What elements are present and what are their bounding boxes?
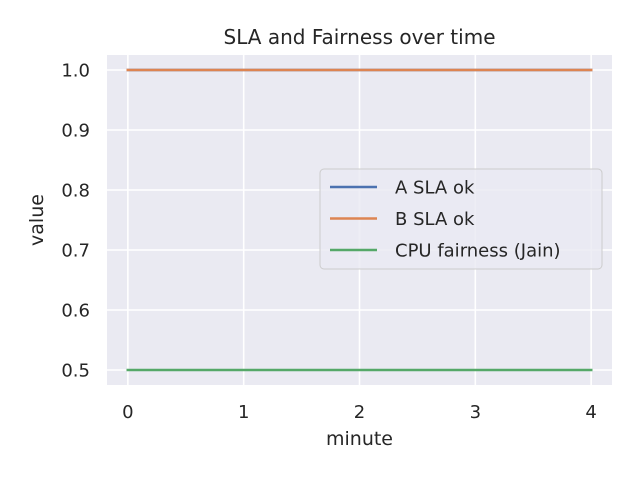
y-tick-label: 0.7: [61, 241, 90, 262]
x-tick-label: 4: [585, 402, 596, 423]
x-axis-label: minute: [326, 428, 393, 450]
x-tick-label: 1: [238, 402, 249, 423]
y-axis-label: value: [26, 194, 48, 246]
chart-title: SLA and Fairness over time: [224, 25, 496, 49]
x-tick-label: 0: [122, 402, 133, 423]
x-tick-label: 3: [470, 402, 481, 423]
legend-label-2: B SLA ok: [395, 209, 475, 230]
series-lines: [126, 68, 593, 372]
y-tick-label: 0.6: [61, 301, 90, 322]
legend-label-1: A SLA ok: [395, 178, 475, 199]
y-ticks: 0.5 0.6 0.7 0.8 0.9 1.0: [61, 61, 90, 382]
y-tick-label: 0.8: [61, 181, 90, 202]
legend-label-3: CPU fairness (Jain): [395, 241, 561, 262]
x-ticks: 0 1 2 3 4: [122, 402, 597, 423]
y-tick-label: 1.0: [61, 61, 90, 82]
y-tick-label: 0.5: [61, 361, 90, 382]
y-tick-label: 0.9: [61, 121, 90, 142]
legend-box: [319, 168, 603, 270]
legend: A SLA ok B SLA ok CPU fairness (Jain): [319, 168, 603, 270]
x-tick-label: 2: [354, 402, 365, 423]
